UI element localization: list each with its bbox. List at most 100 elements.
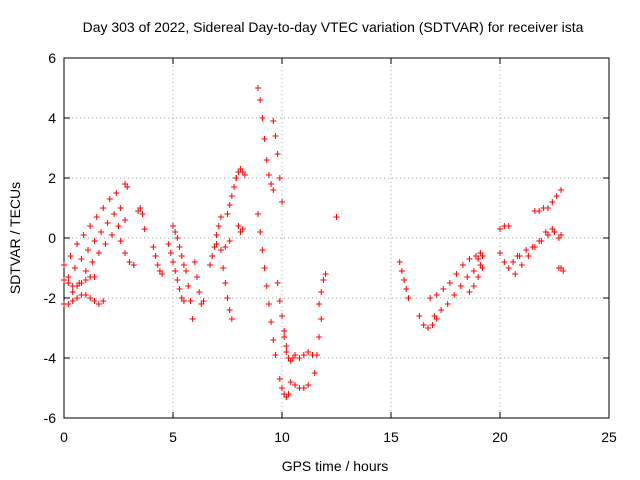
data-point <box>466 256 473 262</box>
data-point <box>113 190 120 196</box>
data-point <box>257 229 264 235</box>
data-point <box>475 274 482 280</box>
data-point <box>274 151 281 157</box>
data-point <box>141 226 148 232</box>
data-point <box>433 292 440 298</box>
data-point <box>241 172 248 178</box>
data-point <box>416 313 423 319</box>
data-point <box>313 352 320 358</box>
data-point <box>74 241 81 247</box>
data-point <box>405 295 412 301</box>
data-point <box>523 247 530 253</box>
data-point <box>172 229 179 235</box>
data-point <box>259 247 266 253</box>
data-point <box>549 226 556 232</box>
data-point <box>459 262 466 268</box>
data-point <box>176 286 183 292</box>
data-point <box>239 226 246 232</box>
data-point <box>283 349 290 355</box>
data-point <box>167 250 174 256</box>
data-point <box>320 277 327 283</box>
data-point <box>516 253 523 259</box>
x-tick-label: 15 <box>383 429 399 445</box>
data-point <box>279 199 285 205</box>
data-point <box>279 385 285 391</box>
data-point <box>479 253 486 259</box>
data-point <box>270 337 277 343</box>
data-point <box>292 352 299 358</box>
data-point <box>115 223 122 229</box>
chart-title: Day 303 of 2022, Sidereal Day-to-day VTE… <box>83 19 584 35</box>
y-tick-label: -2 <box>44 290 57 306</box>
data-point <box>82 277 89 283</box>
data-point <box>65 301 72 307</box>
data-point <box>558 187 565 193</box>
data-point <box>117 205 124 211</box>
data-point <box>226 202 233 208</box>
data-point <box>84 247 91 253</box>
data-point <box>305 349 312 355</box>
data-point <box>102 241 109 247</box>
data-point <box>117 238 124 244</box>
data-point <box>80 232 87 238</box>
data-point <box>139 211 146 217</box>
data-point <box>274 280 281 286</box>
data-point <box>398 268 405 274</box>
data-point <box>553 193 560 199</box>
data-point <box>396 259 403 265</box>
data-point <box>560 268 567 274</box>
data-point <box>316 301 323 307</box>
data-point <box>224 295 231 301</box>
x-tick-label: 25 <box>601 429 617 445</box>
data-point <box>217 247 224 253</box>
data-point <box>87 295 94 301</box>
data-point <box>185 283 192 289</box>
data-point <box>108 232 115 238</box>
data-point <box>71 265 78 271</box>
data-point <box>333 214 340 220</box>
y-tick-label: 2 <box>48 170 56 186</box>
data-point <box>451 292 458 298</box>
data-point <box>316 334 323 340</box>
data-point <box>505 223 512 229</box>
data-point <box>420 322 427 328</box>
data-marks <box>61 85 567 400</box>
data-point <box>270 187 277 193</box>
data-point <box>74 283 81 289</box>
data-point <box>285 391 292 397</box>
data-point <box>228 316 235 322</box>
data-point <box>189 316 196 322</box>
data-point <box>431 313 438 319</box>
data-point <box>270 118 277 124</box>
data-point <box>226 238 233 244</box>
data-point <box>318 289 325 295</box>
x-tick-label: 5 <box>169 429 177 445</box>
data-point <box>536 208 543 214</box>
data-point <box>268 319 275 325</box>
data-point <box>193 274 200 280</box>
data-point <box>440 286 447 292</box>
data-point <box>213 241 220 247</box>
data-point <box>296 355 303 361</box>
data-point <box>69 289 76 295</box>
data-point <box>542 229 549 235</box>
data-point <box>180 262 187 268</box>
data-point <box>549 199 556 205</box>
data-point <box>61 277 67 283</box>
data-point <box>464 274 471 280</box>
data-point <box>122 250 129 256</box>
data-point <box>170 223 176 229</box>
y-tick-label: -6 <box>44 410 57 426</box>
data-point <box>453 271 460 277</box>
data-point <box>322 271 329 277</box>
data-point <box>475 256 482 262</box>
data-point <box>152 253 159 259</box>
data-point <box>106 196 113 202</box>
data-point <box>518 262 525 268</box>
data-point <box>65 274 72 280</box>
data-point <box>98 229 105 235</box>
data-point <box>95 301 102 307</box>
axis-ticks: 0 5 10 15 20 25 -6 -4 -2 0 2 4 6 <box>44 50 617 445</box>
data-point <box>235 223 242 229</box>
